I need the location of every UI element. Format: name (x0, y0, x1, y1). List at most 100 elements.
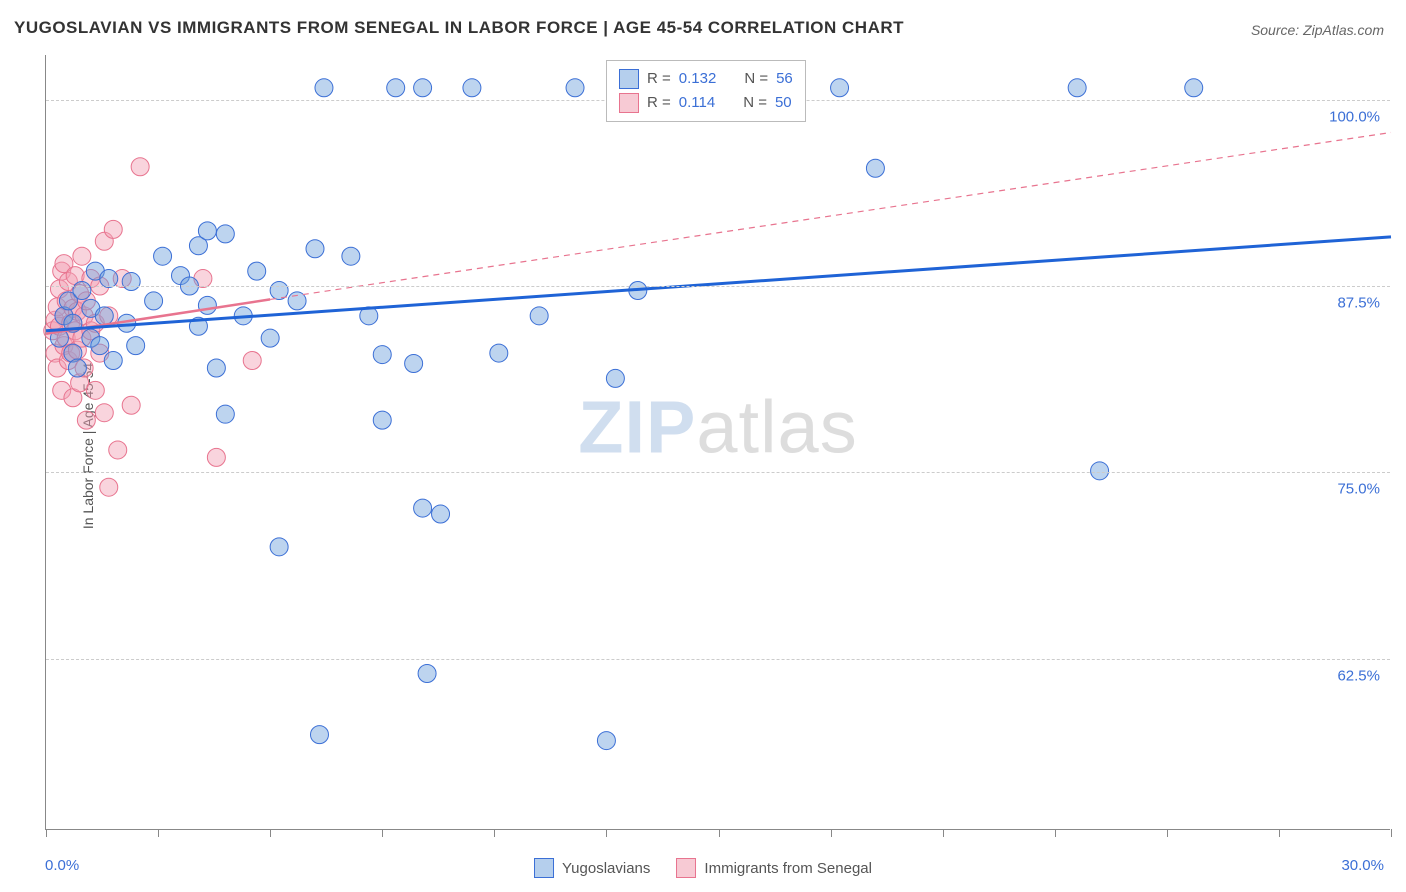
y-tick-label: 75.0% (1337, 481, 1380, 498)
data-point (248, 262, 266, 280)
data-point (216, 405, 234, 423)
x-tick-label-max: 30.0% (1341, 857, 1384, 874)
data-point (100, 270, 118, 288)
data-point (68, 359, 86, 377)
legend-label: Yugoslavians (562, 860, 650, 877)
data-point (145, 292, 163, 310)
x-tick (1391, 829, 1392, 837)
gridline-h (46, 286, 1390, 287)
y-tick-label: 87.5% (1337, 295, 1380, 312)
data-point (122, 396, 140, 414)
x-tick (494, 829, 495, 837)
plot-area: ZIPatlas R =0.132N =56R =0.114N =50 62.5… (45, 55, 1390, 830)
legend-swatch (534, 858, 554, 878)
data-point (122, 273, 140, 291)
legend-row: R = 0.114 N = 50 (619, 91, 793, 115)
data-point (91, 337, 109, 355)
y-tick-label: 62.5% (1337, 667, 1380, 684)
source-label: Source: ZipAtlas.com (1251, 22, 1384, 38)
data-point (131, 158, 149, 176)
data-point (216, 225, 234, 243)
correlation-legend: R = 0.132 N = 56 R = 0.114 N = 50 (606, 60, 806, 122)
legend-r-label: R = (647, 91, 671, 115)
data-point (418, 665, 436, 683)
chart-title: YUGOSLAVIAN VS IMMIGRANTS FROM SENEGAL I… (14, 18, 904, 38)
data-point (77, 411, 95, 429)
legend-swatch (676, 858, 696, 878)
x-tick (606, 829, 607, 837)
data-point (866, 159, 884, 177)
data-point (100, 478, 118, 496)
data-point (373, 411, 391, 429)
scatter-svg (46, 55, 1391, 830)
data-point (104, 220, 122, 238)
legend-r-label: R = (647, 67, 671, 91)
data-point (310, 726, 328, 744)
x-tick (943, 829, 944, 837)
data-point (490, 344, 508, 362)
legend-item: Yugoslavians (534, 858, 650, 878)
data-point (432, 505, 450, 523)
legend-n-label: N = (744, 67, 768, 91)
data-point (414, 79, 432, 97)
chart-container: YUGOSLAVIAN VS IMMIGRANTS FROM SENEGAL I… (0, 0, 1406, 892)
data-point (270, 538, 288, 556)
data-point (606, 369, 624, 387)
data-point (1091, 462, 1109, 480)
y-tick-label: 100.0% (1329, 108, 1380, 125)
legend-n-value: 56 (776, 67, 793, 91)
legend-n-value: 50 (775, 91, 792, 115)
data-point (73, 281, 91, 299)
data-point (1185, 79, 1203, 97)
data-point (95, 307, 113, 325)
data-point (198, 222, 216, 240)
data-point (387, 79, 405, 97)
x-tick (1167, 829, 1168, 837)
series-legend: Yugoslavians Immigrants from Senegal (534, 858, 872, 878)
data-point (73, 247, 91, 265)
data-point (1068, 79, 1086, 97)
legend-n-label: N = (743, 91, 767, 115)
trend-line (270, 133, 1391, 300)
x-tick (1279, 829, 1280, 837)
data-point (104, 352, 122, 370)
x-tick-label-min: 0.0% (45, 857, 79, 874)
data-point (414, 499, 432, 517)
legend-swatch (619, 93, 639, 113)
data-point (373, 346, 391, 364)
data-point (154, 247, 172, 265)
data-point (597, 732, 615, 750)
data-point (566, 79, 584, 97)
data-point (198, 296, 216, 314)
data-point (109, 441, 127, 459)
data-point (207, 359, 225, 377)
gridline-h (46, 659, 1390, 660)
x-tick (719, 829, 720, 837)
data-point (306, 240, 324, 258)
data-point (315, 79, 333, 97)
gridline-h (46, 472, 1390, 473)
legend-swatch (619, 69, 639, 89)
x-tick (382, 829, 383, 837)
legend-row: R = 0.132 N = 56 (619, 67, 793, 91)
data-point (261, 329, 279, 347)
data-point (127, 337, 145, 355)
data-point (86, 381, 104, 399)
x-tick (46, 829, 47, 837)
data-point (207, 448, 225, 466)
legend-r-value: 0.114 (679, 91, 715, 115)
x-tick (831, 829, 832, 837)
trend-line (46, 237, 1391, 331)
data-point (95, 404, 113, 422)
data-point (342, 247, 360, 265)
x-tick (158, 829, 159, 837)
x-tick (270, 829, 271, 837)
legend-item: Immigrants from Senegal (676, 858, 872, 878)
x-tick (1055, 829, 1056, 837)
legend-label: Immigrants from Senegal (704, 860, 872, 877)
data-point (530, 307, 548, 325)
data-point (831, 79, 849, 97)
legend-r-value: 0.132 (679, 67, 717, 91)
data-point (463, 79, 481, 97)
data-point (405, 355, 423, 373)
